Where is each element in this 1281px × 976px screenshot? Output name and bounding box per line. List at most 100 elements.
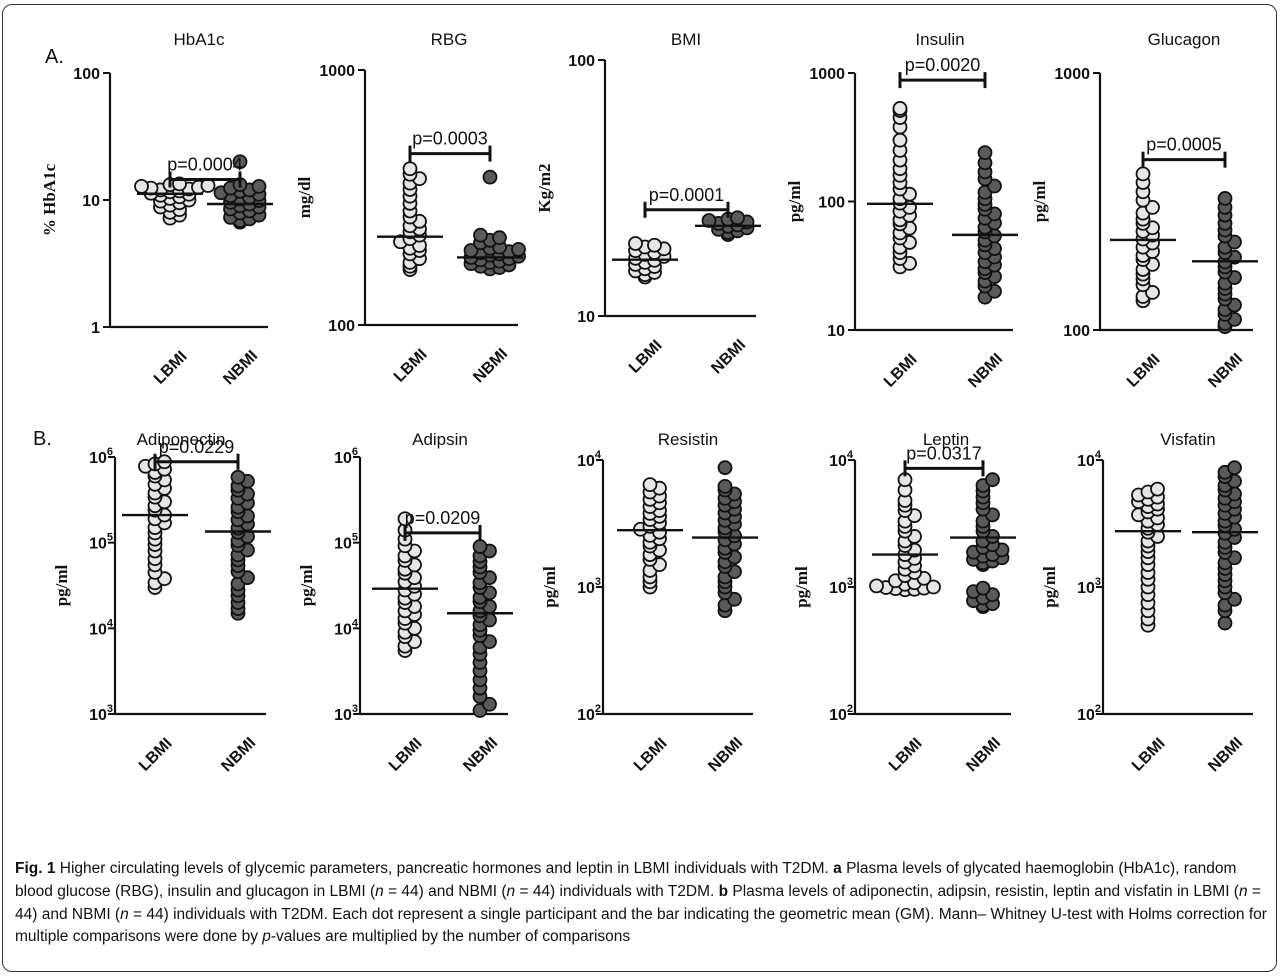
- data-point-nbmi: [473, 227, 488, 243]
- y-tick-exponent: 4: [595, 449, 602, 461]
- y-tick-label: 103: [829, 576, 853, 597]
- chart-panel-rbg: RBG 100 1000 mg/dl LBMI NBMI p=0.0003: [295, 30, 526, 386]
- x-tick-label: LBMI: [631, 735, 671, 775]
- y-tick-label: 100: [568, 53, 595, 70]
- data-point-lbmi: [642, 477, 658, 493]
- caption-a-pre: Plasma levels of glycated haemoglobin (H…: [15, 860, 1237, 900]
- chart-title: Leptin: [923, 430, 969, 449]
- data-point-nbmi: [1217, 191, 1233, 206]
- chart-panel-visfatin: Visfatin 102 103 104 pg/ml LBMI NBMI: [1040, 430, 1258, 775]
- caption-fig-label: Fig. 1: [15, 860, 56, 877]
- p-value-label: p=0.0020: [905, 55, 981, 75]
- y-tick-label: 10: [827, 323, 845, 340]
- p-value-label: p=0.0229: [159, 437, 235, 457]
- y-axis-label: pg/ml: [52, 564, 71, 606]
- y-axis-label: pg/ml: [297, 564, 316, 606]
- data-point-nbmi: [730, 210, 745, 226]
- caption-n-eq: = 44) and NBMI (: [15, 882, 1261, 923]
- chart-title: BMI: [671, 30, 701, 49]
- data-point-lbmi: [1135, 166, 1151, 182]
- caption-b-pre: Plasma levels of adiponectin, adipsin, r…: [728, 882, 1239, 900]
- x-tick-label: LBMI: [386, 735, 426, 775]
- data-point-lbmi: [1150, 481, 1165, 497]
- caption-n-italic: n: [120, 905, 129, 923]
- data-point-nbmi: [251, 178, 267, 194]
- p-value-label: p=0.0004: [167, 155, 243, 175]
- x-tick-label: NBMI: [963, 734, 1004, 775]
- y-tick-exponent: 3: [847, 576, 853, 588]
- data-point-lbmi: [628, 236, 643, 251]
- chart-title: Visfatin: [1160, 430, 1215, 449]
- chart-title: Insulin: [915, 30, 964, 49]
- y-tick-label: 105: [89, 532, 113, 553]
- p-value-label: p=0.0005: [1146, 135, 1222, 155]
- y-axis-label: mg/dl: [295, 176, 314, 218]
- y-tick-exponent: 4: [107, 617, 114, 629]
- data-point-nbmi: [717, 460, 733, 476]
- x-tick-label: LBMI: [136, 735, 176, 775]
- figure-frame: [2, 4, 1277, 972]
- caption-n-italic: n: [375, 882, 384, 900]
- caption-lead: Higher circulating levels of glycemic pa…: [55, 860, 834, 877]
- data-point-nbmi: [230, 469, 246, 485]
- y-tick-label: 105: [334, 532, 358, 553]
- chart-title: Resistin: [658, 430, 718, 449]
- y-tick-label: 106: [89, 446, 113, 467]
- y-tick-label: 1000: [319, 63, 355, 80]
- y-axis-label: pg/ml: [1040, 566, 1059, 608]
- caption-n-italic: n: [506, 882, 516, 900]
- data-point-nbmi: [472, 539, 488, 554]
- data-point-lbmi: [402, 161, 418, 177]
- data-point-lbmi: [869, 578, 884, 594]
- y-tick-exponent: 2: [1095, 703, 1101, 715]
- y-tick-label: 100: [1063, 323, 1090, 340]
- chart-title: Adipsin: [412, 430, 468, 449]
- chart-panel-bmi: BMI 10 100 Kg/m2 LBMI NBMI p=0.0001: [535, 30, 761, 377]
- y-tick-label: 10: [82, 193, 100, 210]
- y-tick-exponent: 4: [847, 449, 854, 461]
- y-tick-label: 103: [334, 703, 358, 724]
- x-tick-label: NBMI: [460, 734, 501, 775]
- y-axis-label: pg/ml: [792, 566, 811, 608]
- y-tick-exponent: 5: [352, 532, 358, 544]
- y-tick-exponent: 3: [1095, 576, 1101, 588]
- data-point-nbmi: [1227, 460, 1242, 476]
- data-point-nbmi: [717, 478, 733, 494]
- y-tick-exponent: 6: [107, 446, 113, 458]
- caption-a-label: a: [833, 860, 842, 877]
- data-point-lbmi: [892, 132, 908, 148]
- y-tick-label: 102: [577, 703, 601, 724]
- x-tick-label: LBMI: [886, 735, 926, 775]
- x-tick-label: NBMI: [1205, 734, 1246, 775]
- y-tick-label: 100: [328, 318, 355, 335]
- x-tick-label: LBMI: [1124, 351, 1164, 391]
- x-tick-label: NBMI: [708, 336, 749, 377]
- y-tick-label: 100: [73, 66, 100, 83]
- y-tick-label: 100: [818, 195, 845, 212]
- x-tick-label: NBMI: [220, 347, 261, 388]
- y-tick-label: 1000: [1054, 66, 1090, 83]
- y-tick-label: 10: [577, 309, 595, 326]
- chart-title: HbA1c: [173, 30, 225, 49]
- x-tick-label: LBMI: [391, 346, 431, 386]
- y-tick-exponent: 3: [107, 703, 113, 715]
- data-point-lbmi: [647, 237, 662, 253]
- data-point-nbmi: [492, 230, 507, 246]
- chart-title: Adiponectin: [137, 430, 226, 449]
- figure-caption: Fig. 1 Higher circulating levels of glyc…: [15, 858, 1270, 949]
- y-tick-label: 102: [1077, 703, 1101, 724]
- y-tick-exponent: 6: [352, 446, 358, 458]
- y-axis-label: pg/ml: [540, 566, 559, 608]
- x-tick-label: LBMI: [881, 351, 921, 391]
- data-point-nbmi: [977, 145, 993, 161]
- chart-panel-adiponectin: Adiponectin 103 104 105 106 pg/ml LBMI NBMI p=0.…: [52, 430, 271, 775]
- data-point-nbmi: [511, 241, 526, 257]
- caption-b-label: b: [718, 882, 729, 900]
- chart-title: RBG: [431, 30, 468, 49]
- y-axis-label: % HbA1c: [40, 163, 59, 236]
- y-tick-label: 104: [829, 449, 854, 470]
- panel-label-a: A.: [45, 46, 64, 68]
- y-tick-exponent: 2: [595, 703, 601, 715]
- x-tick-label: NBMI: [1205, 350, 1246, 391]
- chart-panel-adipsin: Adipsin 103 104 105 106 pg/ml LBMI NBMI p=0.0209: [297, 430, 513, 775]
